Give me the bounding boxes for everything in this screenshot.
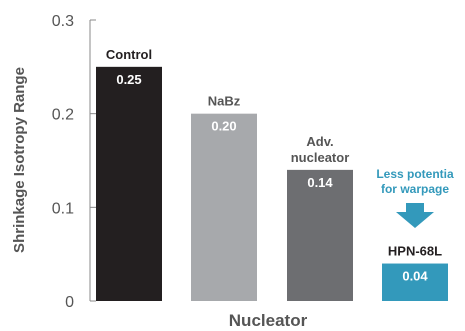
y-axis-title: Shrinkage Isotropy Range — [11, 67, 28, 253]
value-label: 0.04 — [402, 269, 428, 284]
annotation: Less potentia for warpage — [376, 167, 454, 228]
category-label: NaBz — [208, 94, 241, 109]
value-label: 0.20 — [211, 119, 236, 134]
bars: 0.25 Control 0.20 NaBz 0.14 Adv. nucleator 0.04… — [96, 47, 448, 302]
y-tick-label: 0.3 — [52, 13, 74, 30]
y-tick-label: 0.1 — [52, 200, 74, 217]
down-arrow-icon — [396, 203, 434, 228]
bar — [287, 169, 353, 301]
y-tick-label: 0.2 — [52, 107, 74, 124]
category-label: Adv. nucleator — [291, 134, 350, 165]
y-tick-label: 0 — [65, 294, 74, 311]
x-axis-title: Nucleator — [229, 311, 308, 330]
category-label: Control — [106, 47, 152, 62]
category-label: HPN-68L — [388, 244, 442, 259]
bar — [191, 113, 257, 302]
y-axis: 0 0.1 0.2 0.3 — [52, 13, 96, 311]
value-label: 0.25 — [116, 72, 141, 87]
bar — [96, 66, 162, 301]
bar — [382, 263, 448, 301]
annotation-text: Less potentia for warpage — [376, 167, 454, 196]
value-label: 0.14 — [307, 175, 333, 190]
